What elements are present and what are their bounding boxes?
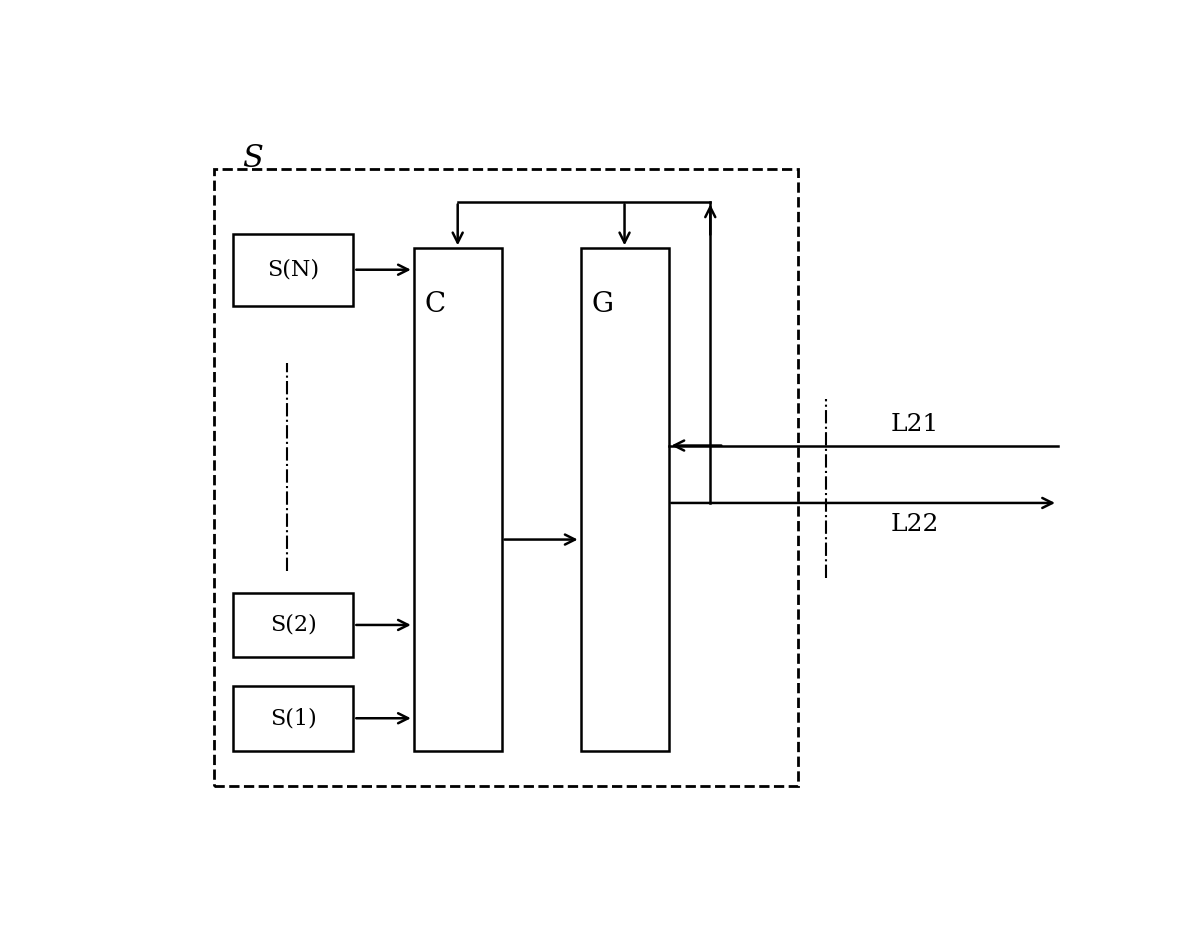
- FancyBboxPatch shape: [414, 248, 502, 750]
- Text: L22: L22: [891, 513, 939, 536]
- Text: S(1): S(1): [270, 707, 317, 729]
- Text: S(2): S(2): [270, 614, 317, 636]
- Text: G: G: [592, 291, 614, 318]
- FancyBboxPatch shape: [233, 686, 354, 750]
- FancyBboxPatch shape: [233, 234, 354, 306]
- Text: C: C: [425, 291, 446, 318]
- Text: L21: L21: [891, 413, 939, 435]
- FancyBboxPatch shape: [233, 593, 354, 657]
- Text: S(N): S(N): [267, 259, 319, 281]
- Text: S: S: [242, 143, 263, 174]
- FancyBboxPatch shape: [580, 248, 669, 750]
